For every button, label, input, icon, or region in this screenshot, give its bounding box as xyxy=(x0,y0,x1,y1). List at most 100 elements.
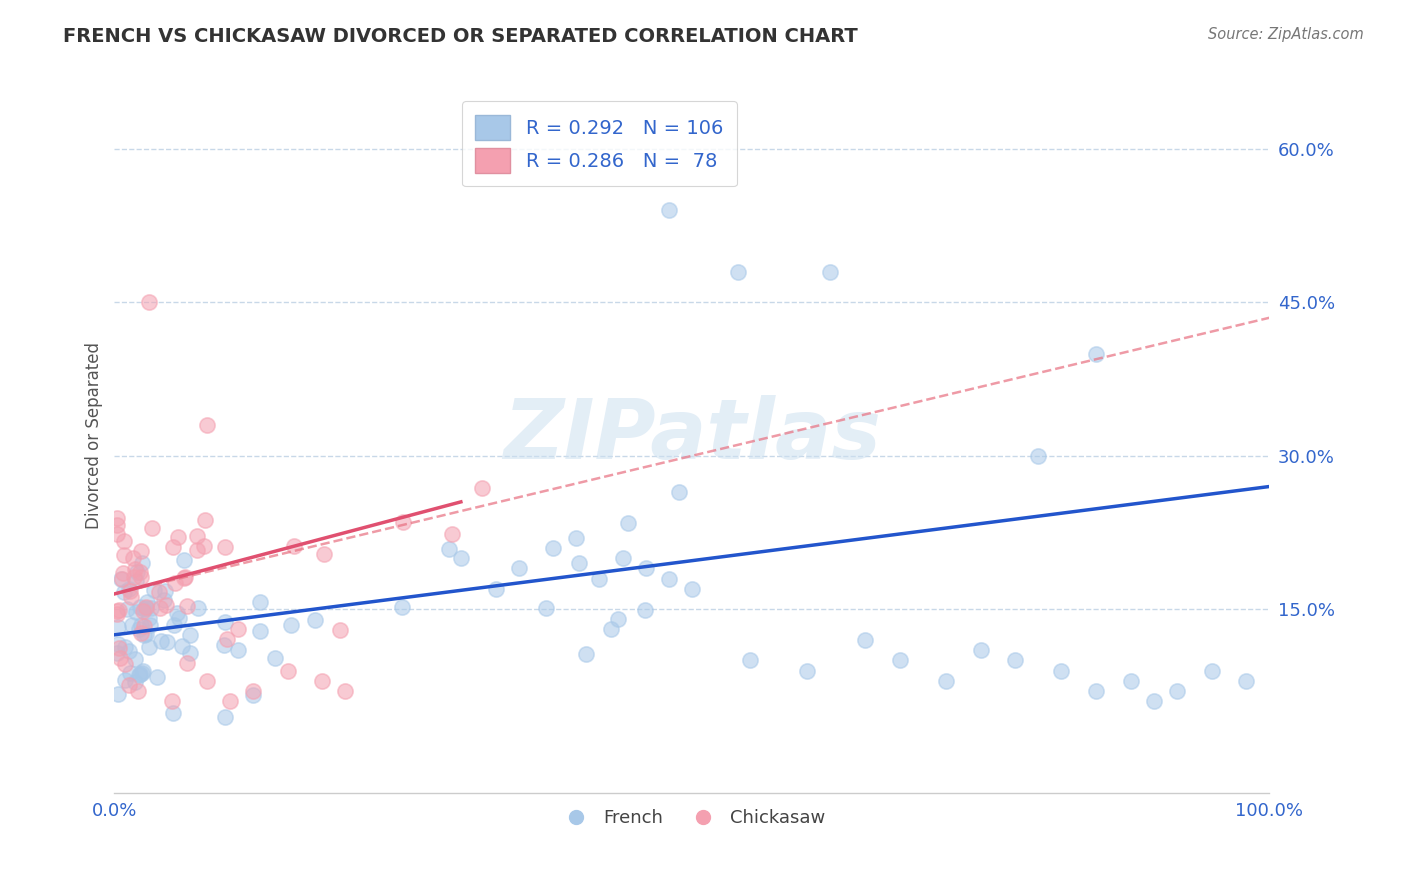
Point xyxy=(118,678,141,692)
Point xyxy=(600,622,623,636)
Point xyxy=(1119,673,1142,688)
Point xyxy=(149,634,172,648)
Point xyxy=(124,569,146,583)
Point xyxy=(329,623,352,637)
Point xyxy=(125,605,148,619)
Point xyxy=(277,664,299,678)
Point xyxy=(484,582,506,596)
Point xyxy=(135,627,157,641)
Point xyxy=(1026,449,1049,463)
Text: Source: ZipAtlas.com: Source: ZipAtlas.com xyxy=(1208,27,1364,42)
Point xyxy=(163,617,186,632)
Point xyxy=(1166,684,1188,698)
Point xyxy=(575,647,598,661)
Point xyxy=(121,618,143,632)
Point xyxy=(471,481,494,495)
Point xyxy=(162,540,184,554)
Point xyxy=(108,651,131,665)
Point xyxy=(935,673,957,688)
Point xyxy=(139,618,162,632)
Point xyxy=(249,595,271,609)
Point xyxy=(820,265,842,279)
Point xyxy=(131,665,153,680)
Point xyxy=(163,576,186,591)
Point xyxy=(127,684,149,698)
Point xyxy=(437,542,460,557)
Point xyxy=(440,527,463,541)
Point xyxy=(107,687,129,701)
Point xyxy=(450,551,472,566)
Point xyxy=(138,295,160,310)
Point xyxy=(105,526,128,541)
Point xyxy=(132,604,155,618)
Point xyxy=(160,694,183,708)
Point xyxy=(167,530,190,544)
Point xyxy=(311,673,333,688)
Point xyxy=(176,599,198,614)
Point xyxy=(120,666,142,681)
Point xyxy=(173,571,195,585)
Y-axis label: Divorced or Separated: Divorced or Separated xyxy=(86,342,103,529)
Point xyxy=(110,572,132,586)
Point xyxy=(115,602,138,616)
Point xyxy=(616,516,638,531)
Point xyxy=(166,607,188,621)
Point xyxy=(179,628,201,642)
Point xyxy=(193,539,215,553)
Point xyxy=(139,600,162,615)
Point xyxy=(312,547,335,561)
Point xyxy=(738,653,761,667)
Point xyxy=(132,664,155,678)
Point xyxy=(156,635,179,649)
Point xyxy=(508,561,530,575)
Point xyxy=(214,615,236,629)
Point xyxy=(114,673,136,687)
Point xyxy=(142,582,165,597)
Point xyxy=(186,542,208,557)
Point xyxy=(153,593,176,607)
Point xyxy=(283,539,305,553)
Point xyxy=(568,556,591,570)
Point xyxy=(135,595,157,609)
Text: ZIPatlas: ZIPatlas xyxy=(503,395,880,476)
Point xyxy=(134,618,156,632)
Point xyxy=(112,585,135,599)
Point xyxy=(118,644,141,658)
Point xyxy=(187,600,209,615)
Point xyxy=(1201,664,1223,678)
Point xyxy=(155,598,177,612)
Point xyxy=(118,582,141,596)
Point xyxy=(105,603,128,617)
Point xyxy=(588,572,610,586)
Point xyxy=(263,651,285,665)
Point xyxy=(128,623,150,637)
Point xyxy=(889,653,911,667)
Point xyxy=(543,541,565,555)
Point xyxy=(105,517,128,532)
Point xyxy=(242,688,264,702)
Point xyxy=(392,516,415,530)
Point xyxy=(796,664,818,678)
Point xyxy=(1085,346,1108,360)
Point xyxy=(138,611,160,625)
Point xyxy=(226,642,249,657)
Point xyxy=(194,513,217,527)
Point xyxy=(242,684,264,698)
Point xyxy=(125,565,148,579)
Point xyxy=(173,553,195,567)
Point xyxy=(114,657,136,671)
Point xyxy=(131,556,153,570)
Point xyxy=(634,561,657,575)
Point xyxy=(162,706,184,720)
Point xyxy=(853,632,876,647)
Point xyxy=(219,694,242,708)
Point xyxy=(391,600,413,615)
Point xyxy=(124,674,146,689)
Point xyxy=(215,632,238,647)
Point xyxy=(149,600,172,615)
Point xyxy=(107,636,129,650)
Point xyxy=(105,511,128,525)
Legend: French, Chickasaw: French, Chickasaw xyxy=(551,802,832,834)
Point xyxy=(132,602,155,616)
Point xyxy=(129,566,152,580)
